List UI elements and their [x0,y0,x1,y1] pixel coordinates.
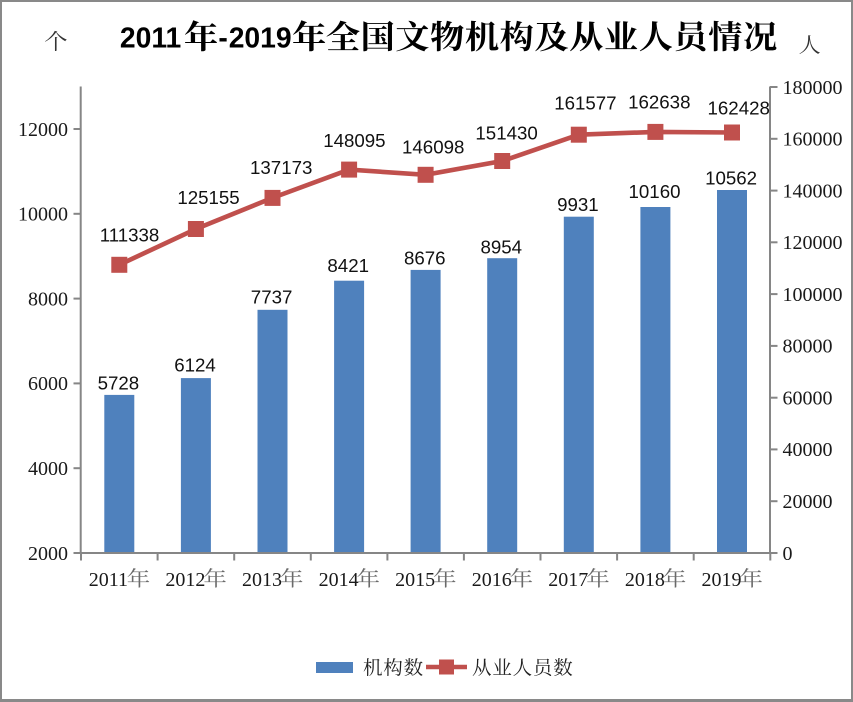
svg-text:180000: 180000 [783,77,843,99]
svg-text:6124: 6124 [174,355,216,376]
svg-text:161577: 161577 [554,92,616,113]
svg-text:148095: 148095 [323,130,385,151]
svg-text:2000: 2000 [28,543,68,565]
svg-text:-: - [218,22,227,54]
svg-text:2014: 2014 [319,569,359,591]
svg-text:162428: 162428 [708,97,770,118]
svg-text:10562: 10562 [705,168,757,189]
svg-text:20000: 20000 [783,491,833,513]
svg-text:9931: 9931 [557,194,599,215]
svg-text:111338: 111338 [100,225,160,246]
svg-text:2019: 2019 [229,22,292,54]
svg-text:4000: 4000 [28,458,68,480]
svg-text:10000: 10000 [18,204,68,226]
svg-text:151430: 151430 [475,123,537,144]
svg-text:2015: 2015 [395,569,435,591]
svg-text:8000: 8000 [28,288,68,310]
svg-text:0: 0 [783,543,793,565]
svg-text:146098: 146098 [402,137,464,158]
svg-text:10160: 10160 [629,181,681,202]
svg-text:2016: 2016 [472,569,512,591]
svg-text:160000: 160000 [783,129,843,151]
svg-text:100000: 100000 [783,284,843,306]
svg-text:2011: 2011 [120,22,181,54]
svg-text:140000: 140000 [783,180,843,202]
svg-text:125155: 125155 [177,187,239,208]
svg-text:2013: 2013 [242,569,282,591]
svg-text:40000: 40000 [783,439,833,461]
svg-text:2012: 2012 [165,569,205,591]
svg-text:8676: 8676 [404,248,446,269]
svg-text:5728: 5728 [98,372,140,393]
svg-text:8954: 8954 [481,236,523,257]
svg-text:2019: 2019 [702,569,742,591]
svg-text:120000: 120000 [783,232,843,254]
svg-text:7737: 7737 [251,286,293,307]
svg-text:8421: 8421 [327,255,369,276]
svg-text:2011: 2011 [89,569,128,591]
svg-text:60000: 60000 [783,388,833,410]
svg-text:2018: 2018 [625,569,665,591]
svg-text:6000: 6000 [28,373,68,395]
svg-text:2017: 2017 [548,569,588,591]
svg-text:80000: 80000 [783,336,833,358]
svg-text:162638: 162638 [628,92,690,113]
svg-text:137173: 137173 [250,157,312,178]
svg-text:12000: 12000 [18,119,68,141]
